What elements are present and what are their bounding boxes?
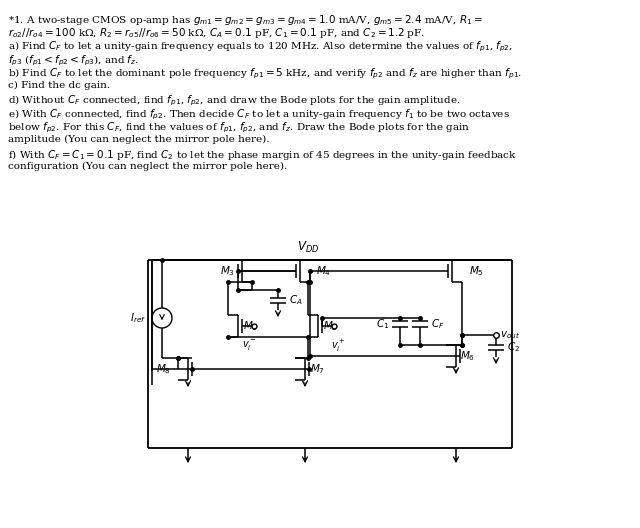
Text: $M_6$: $M_6$ <box>460 349 476 363</box>
Text: $M_4$: $M_4$ <box>316 264 332 278</box>
Text: $M_2$: $M_2$ <box>323 319 337 333</box>
Text: $M_1$: $M_1$ <box>243 319 257 333</box>
Text: $V_{DD}$: $V_{DD}$ <box>297 240 319 255</box>
Text: d) Without $C_F$ connected, find $f_{p1}$, $f_{p2}$, and draw the Bode plots for: d) Without $C_F$ connected, find $f_{p1}… <box>8 94 461 108</box>
Text: $M_8$: $M_8$ <box>156 362 172 376</box>
Text: e) With $C_F$ connected, find $f_{p2}$. Then decide $C_F$ to let a unity-gain fr: e) With $C_F$ connected, find $f_{p2}$. … <box>8 108 510 122</box>
Text: f) With $C_F = C_1 = 0.1$ pF, find $C_2$ to let the phase margin of 45 degrees i: f) With $C_F = C_1 = 0.1$ pF, find $C_2$… <box>8 148 517 162</box>
Text: $M_7$: $M_7$ <box>310 362 324 376</box>
Text: $C_A$: $C_A$ <box>289 293 303 307</box>
Text: amplitude (You can neglect the mirror pole here).: amplitude (You can neglect the mirror po… <box>8 135 269 144</box>
Text: $M_5$: $M_5$ <box>468 264 483 278</box>
Text: b) Find $C_F$ to let the dominant pole frequency $f_{p1} = 5$ kHz, and verify $f: b) Find $C_F$ to let the dominant pole f… <box>8 67 522 81</box>
Text: *1. A two-stage CMOS op-amp has $g_{m1} = g_{m2} = g_{m3} = g_{m4} = 1.0$ mA/V, : *1. A two-stage CMOS op-amp has $g_{m1} … <box>8 13 483 27</box>
Text: c) Find the dc gain.: c) Find the dc gain. <box>8 80 110 90</box>
Text: $v_{out}$: $v_{out}$ <box>500 329 520 341</box>
Text: $v_i^-$: $v_i^-$ <box>242 338 256 352</box>
Text: $C_2$: $C_2$ <box>507 340 520 354</box>
Text: $f_{p3}$ ($f_{p1} < f_{p2} < f_{p3}$), and $f_z$.: $f_{p3}$ ($f_{p1} < f_{p2} < f_{p3}$), a… <box>8 53 139 68</box>
Text: $v_i^+$: $v_i^+$ <box>331 338 345 354</box>
Text: below $f_{p2}$. For this $C_F$, find the values of $f_{p1}$, $f_{p2}$, and $f_z$: below $f_{p2}$. For this $C_F$, find the… <box>8 121 470 135</box>
Text: configuration (You can neglect the mirror pole here).: configuration (You can neglect the mirro… <box>8 162 287 171</box>
Text: a) Find $C_F$ to let a unity-gain frequency equals to 120 MHz. Also determine th: a) Find $C_F$ to let a unity-gain freque… <box>8 40 513 54</box>
Text: $r_{o2}//r_{o4} = 100$ kΩ, $R_2 = r_{o5}//r_{o6} = 50$ kΩ, $C_A = 0.1$ pF, $C_1 : $r_{o2}//r_{o4} = 100$ kΩ, $R_2 = r_{o5}… <box>8 26 425 41</box>
Text: $M_3$: $M_3$ <box>221 264 236 278</box>
Text: $C_1$: $C_1$ <box>376 317 389 331</box>
Text: $I_{ref}$: $I_{ref}$ <box>130 311 146 325</box>
Text: $C_F$: $C_F$ <box>431 317 445 331</box>
